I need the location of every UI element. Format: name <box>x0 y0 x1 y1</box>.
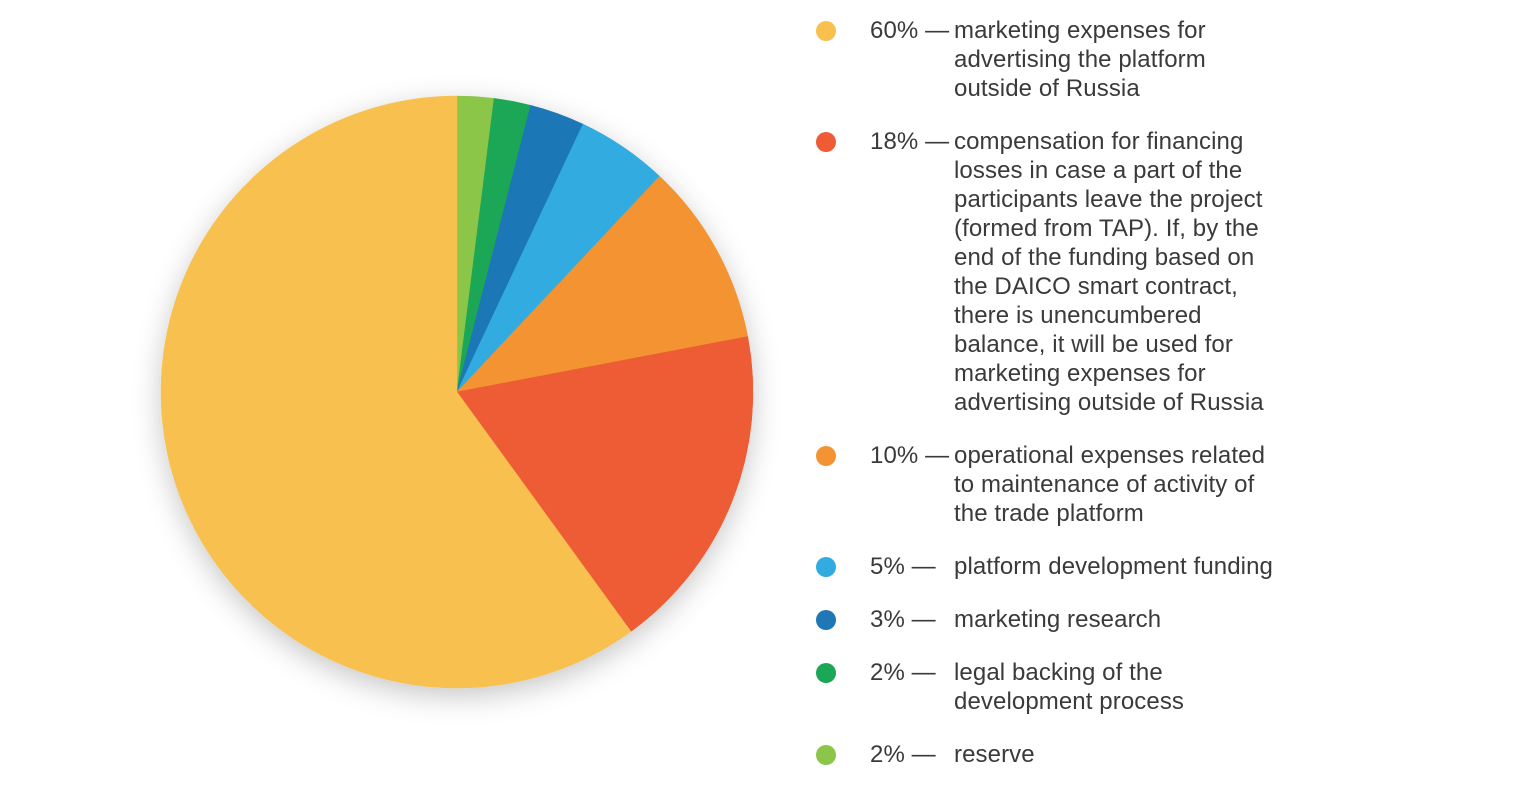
legend-item: 2% — reserve <box>812 740 1512 769</box>
legend-color-dot <box>816 21 836 41</box>
legend-color-dot <box>816 745 836 765</box>
legend-item: 5% — platform development funding <box>812 552 1512 581</box>
pie-chart-svg <box>160 95 754 689</box>
legend-color-dot <box>816 663 836 683</box>
legend-item: 60% — marketing expenses for advertising … <box>812 16 1512 103</box>
legend-percent: 2% — <box>870 659 936 686</box>
legend-color-dot <box>816 610 836 630</box>
legend-item: 3% — marketing research <box>812 605 1512 634</box>
legend-color-dot <box>816 557 836 577</box>
legend-description: reserve <box>954 741 1035 768</box>
legend-description: marketing expenses for advertising the p… <box>954 17 1206 102</box>
legend-description: compensation for financing losses in cas… <box>954 128 1264 416</box>
legend-color-dot <box>816 446 836 466</box>
legend-description: legal backing of the development process <box>954 659 1185 715</box>
legend-description: marketing research <box>954 606 1162 633</box>
legend-color-dot <box>816 132 836 152</box>
legend-percent: 60% — <box>870 17 950 44</box>
pie-slice-2 <box>456 336 754 632</box>
legend-percent: 2% — <box>870 741 936 768</box>
legend-percent: 3% — <box>870 606 936 633</box>
legend-item: 10% — operational expenses related to mai… <box>812 441 1512 528</box>
legend-percent: 10% — <box>870 442 950 469</box>
legend-percent: 5% — <box>870 553 936 580</box>
pie-slice-3 <box>456 175 749 393</box>
legend-item: 2% — legal backing of the development pro… <box>812 658 1512 716</box>
pie-slice-1 <box>160 95 632 689</box>
pie-chart <box>160 95 754 689</box>
legend-description: operational expenses related to maintena… <box>954 442 1266 527</box>
legend-percent: 18% — <box>870 128 950 155</box>
legend-item: 18% — compensation for financing losses i… <box>812 127 1512 417</box>
legend-description: platform development funding <box>954 553 1273 580</box>
legend: 60% — marketing expenses for advertising … <box>812 16 1512 793</box>
